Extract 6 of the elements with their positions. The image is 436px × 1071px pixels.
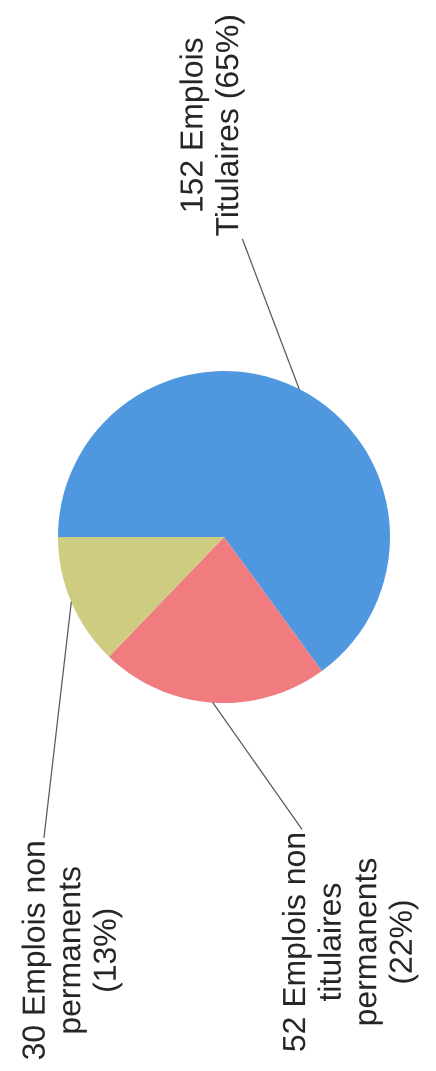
slice-label: 152 Emplois Titulaires (65%): [179, 16, 245, 236]
slice-label: 52 Emplois non titulaires permanents (22%): [281, 834, 419, 1051]
slice-label: 30 Emplois non permanents (13%): [21, 842, 123, 1060]
pie-slice: [58, 371, 390, 672]
pie-slice: [58, 537, 224, 657]
pie-slice: [109, 537, 322, 703]
